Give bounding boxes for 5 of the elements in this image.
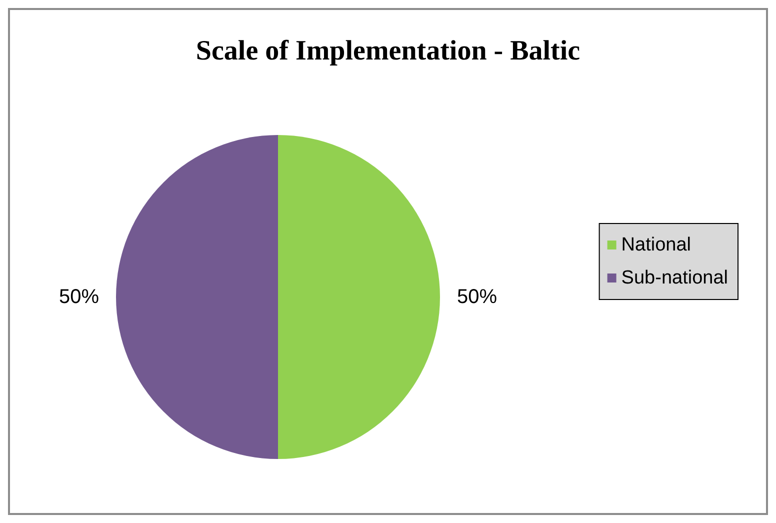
legend-label: Sub-national: [621, 268, 728, 288]
legend-label: National: [621, 234, 692, 256]
data-label: 50%: [457, 286, 498, 308]
chart-title: Scale of Implementation - Baltic: [196, 36, 580, 66]
data-label: 50%: [58, 286, 100, 308]
